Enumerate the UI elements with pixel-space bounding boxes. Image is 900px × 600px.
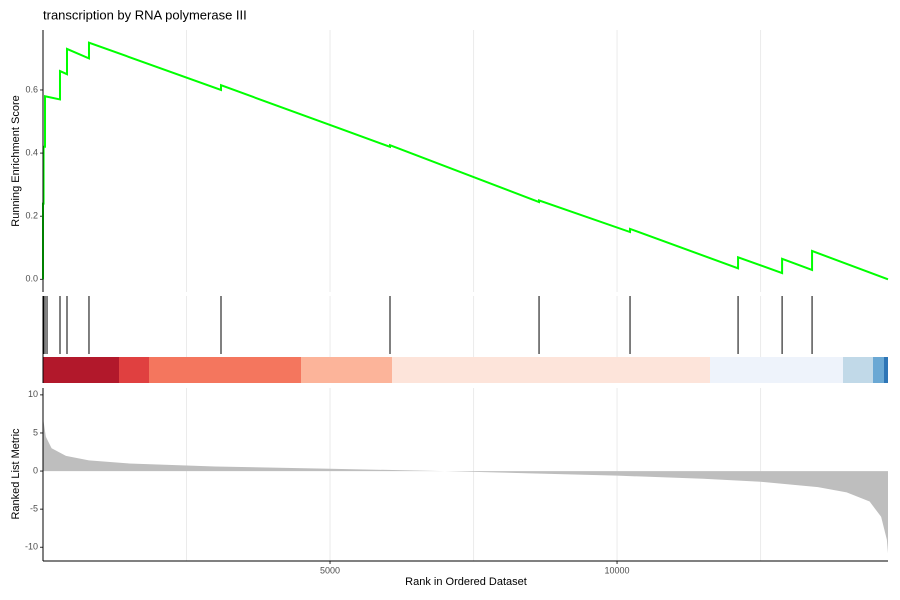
y-axis-title: Ranked List Metric bbox=[10, 428, 22, 520]
y-tick-label: -10 bbox=[25, 542, 38, 552]
x-tick-label: 5000 bbox=[320, 565, 340, 575]
chart-title: transcription by RNA polymerase III bbox=[43, 7, 247, 22]
x-tick-label: 10000 bbox=[605, 565, 630, 575]
y-tick-label: -5 bbox=[30, 504, 38, 514]
y-axis-title: Running Enrichment Score bbox=[10, 95, 22, 226]
y-tick-label: 0.0 bbox=[25, 274, 38, 284]
y-tick-label: 0.4 bbox=[25, 147, 38, 157]
y-tick-label: 0.2 bbox=[25, 211, 38, 221]
color-bar bbox=[43, 357, 888, 383]
y-tick-label: 5 bbox=[33, 427, 38, 437]
metric-area bbox=[43, 417, 888, 554]
y-tick-label: 10 bbox=[28, 389, 38, 399]
x-axis-title: Rank in Ordered Dataset bbox=[405, 576, 527, 588]
y-tick-label: 0.6 bbox=[25, 84, 38, 94]
y-tick-label: 0 bbox=[33, 465, 38, 475]
es-line bbox=[42, 41, 889, 281]
